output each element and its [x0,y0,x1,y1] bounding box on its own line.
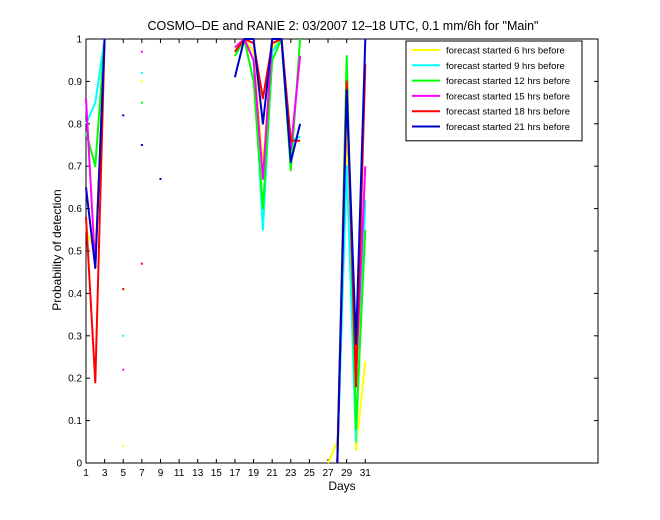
y-tick-label: 1 [76,35,82,46]
x-tick-label: 9 [158,468,164,479]
x-tick-label: 5 [120,468,126,479]
x-tick-label: 17 [229,468,241,479]
data-point [140,71,143,74]
x-tick-label: 13 [192,468,204,479]
data-point [140,144,143,146]
x-axis: 1 3 5 7 9 11 13 15 17 19 21 23 25 27 29 31 [83,39,371,479]
y-tick-label: 0.6 [68,204,82,215]
x-tick-label: 29 [341,468,353,479]
x-tick-label: 21 [267,468,279,479]
data-point [140,80,143,83]
legend-label: forecast started 15 hrs before [446,91,570,102]
series-line [233,38,302,163]
series-line [85,38,106,269]
data-point [140,50,143,53]
data-point [122,288,125,291]
y-tick-label: 0 [76,459,82,470]
x-tick-label: 15 [211,468,223,479]
x-tick-label: 11 [174,468,185,479]
data-point [122,368,125,371]
x-tick-label: 31 [360,468,372,479]
y-tick-label: 0.7 [68,162,82,173]
x-tick-label: 25 [304,468,316,479]
legend-label: forecast started 21 hrs before [446,122,570,133]
series-3 [85,38,367,464]
legend-box [405,40,583,142]
y-tick-label: 0.4 [68,289,82,300]
data-point [140,101,143,104]
x-tick-label: 27 [322,468,334,479]
x-tick-label: 7 [139,468,145,479]
y-tick-label: 0.3 [68,331,82,342]
series-line [85,38,106,384]
y-tick-label: 0.2 [68,374,82,385]
legend-label: forecast started 12 hrs before [446,76,570,87]
data-point [122,445,125,448]
series-lines [85,38,367,464]
x-tick-label: 23 [285,468,297,479]
x-axis-label: Days [328,479,355,493]
series-line [85,38,106,125]
legend-label: forecast started 18 hrs before [446,107,570,118]
legend-label: forecast started 6 hrs before [446,46,565,57]
legend-label: forecast started 9 hrs before [446,61,565,72]
data-point [122,114,125,117]
legend: forecast started 6 hrs before forecast st… [405,40,583,142]
series-1 [85,38,367,464]
x-tick-label: 19 [248,468,260,479]
data-point [122,334,125,337]
series-line [336,38,367,464]
chart-title: COSMO–DE and RANIE 2: 03/2007 12–18 UTC,… [148,19,539,33]
y-tick-label: 0.8 [68,119,82,130]
data-point [159,177,162,180]
series-5 [85,38,367,464]
x-tick-label: 3 [102,468,108,479]
y-axis: 0 0.1 0.2 0.3 0.4 0.5 0.6 0.7 0.8 0.9 1 [68,35,598,470]
series-2 [85,38,367,464]
x-tick-label: 1 [83,468,89,479]
data-point [140,262,143,265]
y-tick-label: 0.1 [68,416,82,427]
y-tick-label: 0.9 [68,77,82,88]
y-axis-label: Probability of detection [50,189,64,310]
series-6 [85,38,367,464]
y-tick-label: 0.5 [68,247,82,258]
series-4 [85,38,367,464]
